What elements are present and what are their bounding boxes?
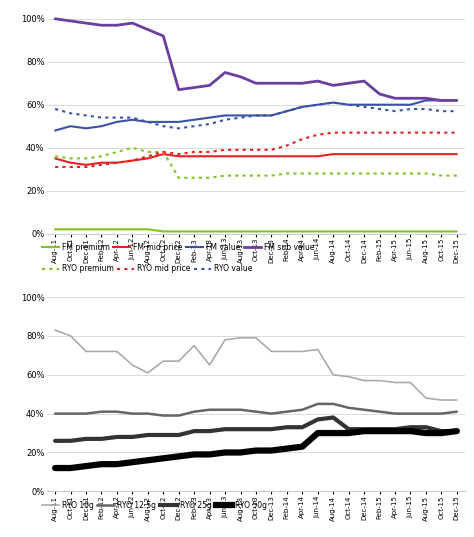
- Legend: RYO premium, RYO mid price, RYO value: RYO premium, RYO mid price, RYO value: [42, 264, 253, 273]
- Legend: RYO 10g, RYO 12.5g, RYO 25g, RYO 50g: RYO 10g, RYO 12.5g, RYO 25g, RYO 50g: [42, 500, 267, 510]
- Legend: FM premium, FM mid price, FM value, FM sub value: FM premium, FM mid price, FM value, FM s…: [42, 243, 315, 252]
